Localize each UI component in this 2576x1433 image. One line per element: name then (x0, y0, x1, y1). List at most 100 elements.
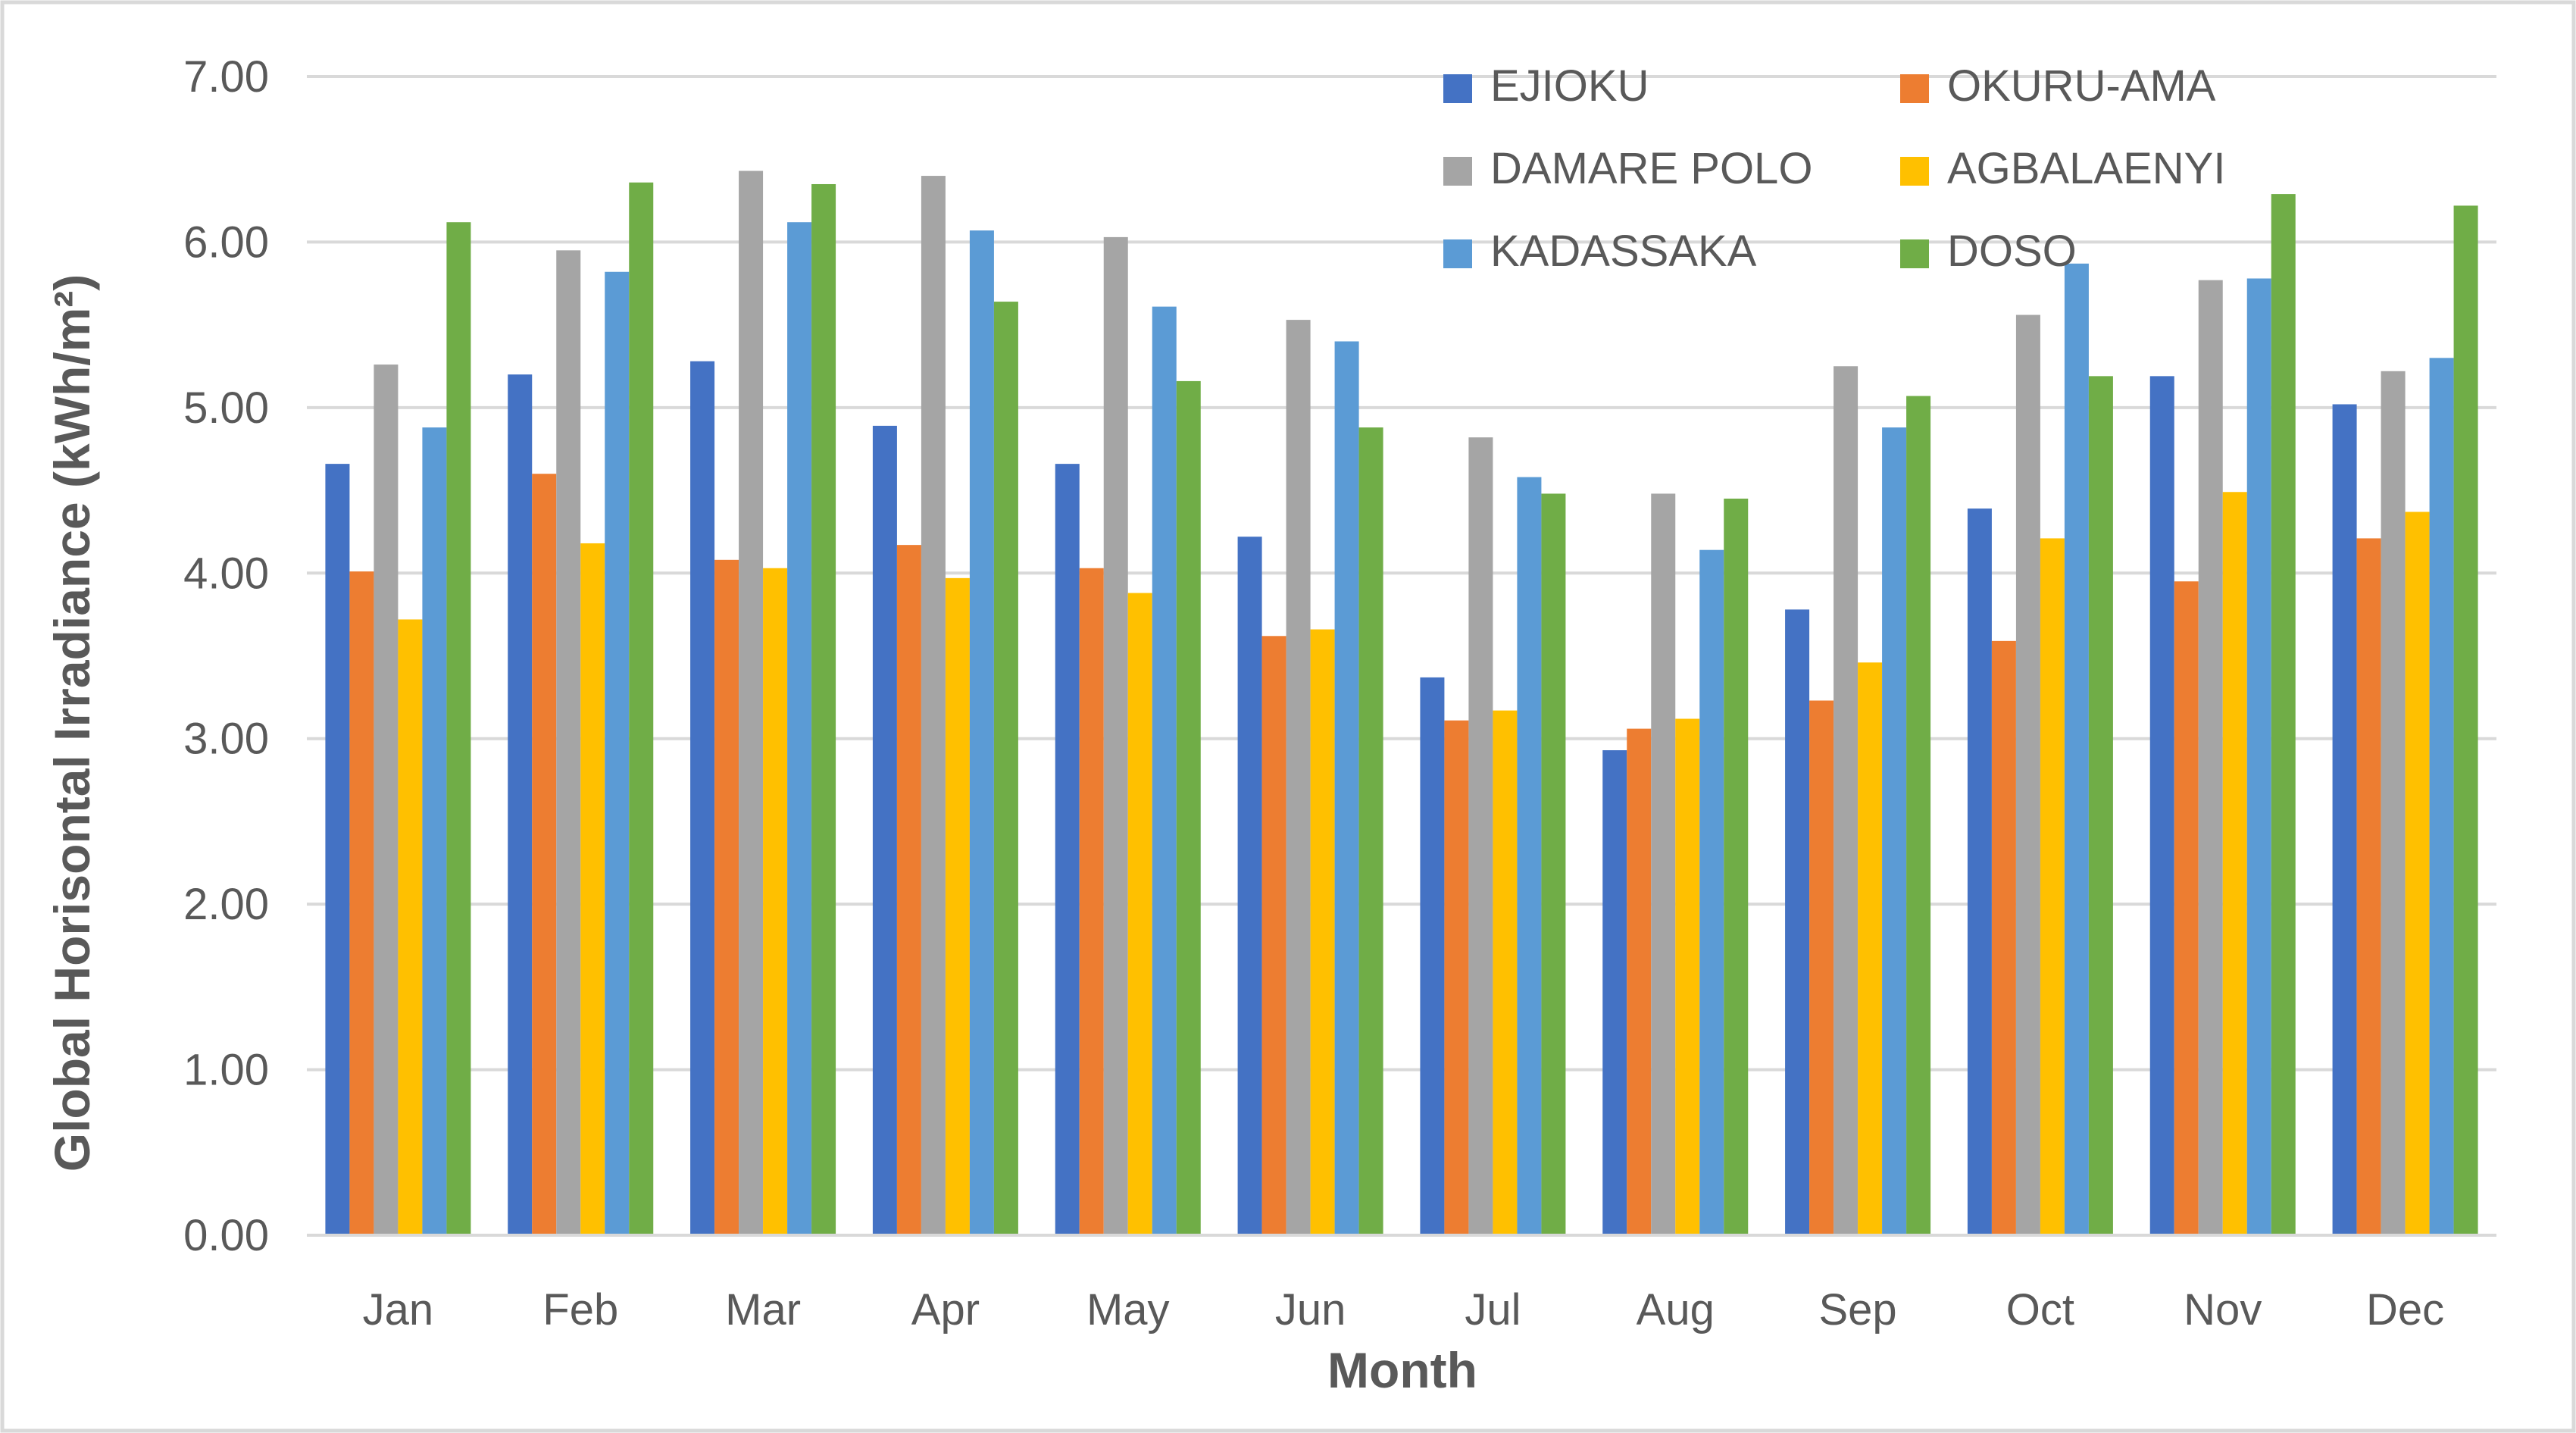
bar-damare-polo-aug (1651, 493, 1676, 1235)
bar-doso-mar (811, 183, 836, 1236)
bar-ejioku-oct (1967, 508, 1992, 1235)
bar-agbalaenyi-jan (398, 619, 423, 1235)
bar-ejioku-jul (1420, 677, 1445, 1235)
bar-ejioku-dec (2332, 404, 2357, 1236)
y-tick-label: 4.00 (183, 549, 269, 598)
bar-agbalaenyi-apr (945, 577, 970, 1235)
x-tick-label: Mar (725, 1285, 801, 1334)
y-tick-label: 0.00 (183, 1211, 269, 1260)
legend-label: DOSO (1947, 227, 2077, 276)
bar-doso-aug (1724, 498, 1749, 1235)
bar-doso-jun (1358, 427, 1383, 1235)
bar-damare-polo-jan (374, 365, 399, 1236)
bar-kadassaka-mar (787, 222, 812, 1235)
bar-agbalaenyi-aug (1675, 718, 1700, 1235)
x-tick-label: Apr (911, 1285, 980, 1334)
legend: EJIOKU OKURU-AMA DAMARE POLO AGBALAENYI KADA… (1443, 61, 2225, 276)
x-tick-label: Oct (2006, 1285, 2074, 1334)
bar-okuru-ama-may (1079, 568, 1104, 1235)
bar-doso-oct (2088, 376, 2113, 1235)
bar-doso-sep (1906, 396, 1931, 1235)
bar-doso-nov (2271, 194, 2296, 1236)
bar-kadassaka-jan (422, 427, 447, 1235)
bar-okuru-ama-mar (714, 559, 739, 1235)
bar-agbalaenyi-jun (1310, 629, 1335, 1235)
bar-kadassaka-jun (1334, 341, 1359, 1235)
bar-doso-jan (446, 222, 471, 1235)
bar-damare-polo-dec (2381, 371, 2406, 1235)
bar-kadassaka-may (1152, 306, 1177, 1235)
legend-swatch (1443, 157, 1472, 186)
legend-swatch (1900, 239, 1929, 268)
bar-okuru-ama-jul (1444, 720, 1469, 1235)
bar-kadassaka-feb (605, 271, 630, 1235)
bar-okuru-ama-sep (1809, 700, 1834, 1235)
legend-swatch (1443, 74, 1472, 103)
x-tick-label: Nov (2184, 1285, 2262, 1334)
bar-agbalaenyi-oct (2040, 538, 2065, 1235)
bar-okuru-ama-nov (2174, 581, 2199, 1235)
bar-damare-polo-nov (2198, 280, 2223, 1236)
bar-ejioku-sep (1785, 609, 1810, 1235)
bar-agbalaenyi-jul (1493, 710, 1518, 1235)
legend-label: KADASSAKA (1490, 227, 1757, 276)
bar-agbalaenyi-dec (2405, 512, 2430, 1235)
y-tick-label: 7.00 (183, 52, 269, 102)
bar-kadassaka-nov (2246, 278, 2271, 1235)
bar-ejioku-mar (690, 361, 715, 1235)
bar-damare-polo-oct (2015, 314, 2040, 1236)
gridlines (307, 75, 2496, 1072)
x-tick-label: Aug (1637, 1285, 1715, 1334)
legend-label: DAMARE POLO (1490, 144, 1812, 193)
x-axis-title: Month (1327, 1342, 1477, 1398)
bar-damare-polo-apr (921, 176, 946, 1236)
bar-ejioku-feb (508, 374, 533, 1236)
legend-label: AGBALAENYI (1947, 144, 2225, 193)
bar-damare-polo-may (1103, 236, 1128, 1235)
y-tick-label: 1.00 (183, 1046, 269, 1095)
bar-ejioku-jun (1237, 537, 1262, 1235)
x-tick-label: Sep (1818, 1285, 1896, 1334)
bar-doso-may (1176, 380, 1201, 1235)
x-tick-label: May (1086, 1285, 1170, 1334)
legend-swatch (1900, 74, 1929, 103)
bar-okuru-ama-dec (2356, 538, 2381, 1235)
bar-kadassaka-dec (2429, 358, 2454, 1235)
y-axis-title: Global Horisontal Irradiance (kWh/m²) (44, 274, 100, 1172)
bar-okuru-ama-aug (1627, 728, 1652, 1235)
x-tick-label: Jun (1275, 1285, 1346, 1334)
bar-okuru-ama-feb (532, 474, 557, 1235)
x-tick-label: Jan (363, 1285, 434, 1334)
y-tick-label: 5.00 (183, 383, 269, 433)
y-tick-label: 2.00 (183, 880, 269, 929)
bar-kadassaka-apr (969, 230, 994, 1236)
x-tick-label: Dec (2366, 1285, 2444, 1334)
bar-agbalaenyi-nov (2222, 492, 2247, 1235)
bars (325, 171, 2478, 1236)
y-tick-label: 3.00 (183, 715, 269, 764)
x-tick-label: Feb (542, 1285, 618, 1334)
bar-ejioku-apr (872, 425, 897, 1235)
bar-agbalaenyi-mar (763, 568, 788, 1235)
legend-swatch (1443, 239, 1472, 268)
bar-doso-apr (993, 302, 1018, 1235)
bar-kadassaka-oct (2064, 263, 2089, 1236)
legend-swatch (1900, 157, 1929, 186)
bar-damare-polo-jun (1286, 320, 1311, 1236)
bar-damare-polo-sep (1834, 366, 1859, 1235)
legend-label: EJIOKU (1490, 61, 1649, 111)
bar-doso-dec (2453, 205, 2478, 1236)
bar-agbalaenyi-may (1127, 593, 1152, 1235)
bar-doso-feb (629, 182, 654, 1235)
bar-agbalaenyi-sep (1858, 662, 1883, 1235)
bar-ejioku-nov (2149, 376, 2174, 1235)
bar-damare-polo-mar (739, 171, 764, 1236)
bar-doso-jul (1541, 493, 1566, 1235)
bar-agbalaenyi-feb (580, 543, 605, 1235)
bar-ejioku-aug (1602, 750, 1627, 1235)
x-tick-label: Jul (1465, 1285, 1521, 1334)
bar-damare-polo-jul (1468, 437, 1493, 1235)
bar-damare-polo-feb (556, 250, 581, 1236)
bar-okuru-ama-jun (1261, 636, 1286, 1235)
